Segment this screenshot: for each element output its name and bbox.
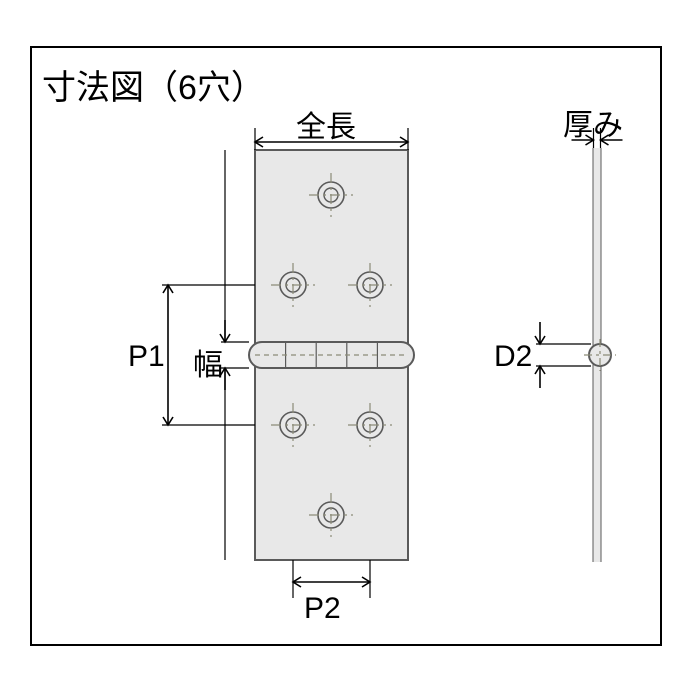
label-overall-length: 全長 <box>296 102 356 146</box>
label-width: 幅 <box>193 340 223 384</box>
label-thickness: 厚み <box>563 100 623 144</box>
label-p1: P1 <box>128 340 165 374</box>
label-d2: D2 <box>494 340 532 374</box>
label-p2: P2 <box>304 592 341 626</box>
